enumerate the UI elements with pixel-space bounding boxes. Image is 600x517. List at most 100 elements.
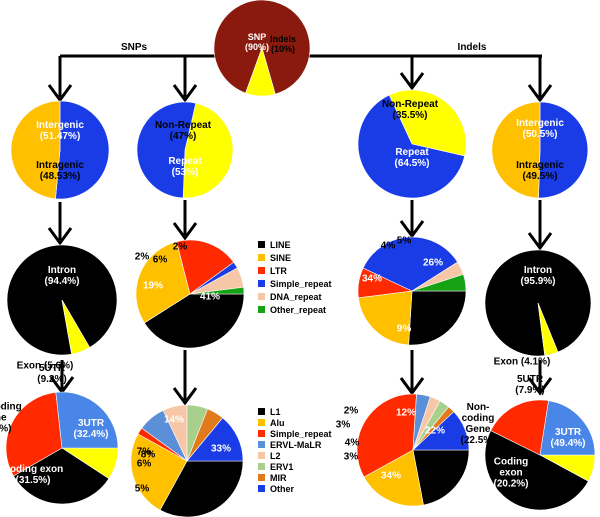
indel-exon-label-coding-exon: Coding exon (20.2%) <box>493 457 528 490</box>
snp-exon-label-3utr: 3UTR (32.4%) <box>73 418 108 440</box>
indel-intron-label-intron: Intron (95.9%) <box>520 265 555 287</box>
legend-repeat-class: LINE SINE LTR Simple_repeat DNA_repeat Other_… <box>258 240 332 315</box>
indel-exon-slice-non-coding-gene <box>539 400 596 456</box>
snp-repeat-slice-non-repeat <box>182 102 234 199</box>
top-slice-indels <box>245 47 276 97</box>
indel-repeat-family-label-erv1: 3% <box>336 420 351 431</box>
snp-repeat-family-label-erv1: 6% <box>137 459 152 470</box>
indel-repeat-class-label-ltr: 9% <box>397 324 412 335</box>
legend-repeat-class-swatch-other-repeat <box>258 306 265 313</box>
indel-exon-label-5utr: 5UTR (7.9%) <box>515 374 544 396</box>
indel-exon-slice-3utr <box>484 430 589 511</box>
snp-repeat-label-repeat: Repeat (53%) <box>168 156 202 178</box>
indel-repeat-family-label-other: 12% <box>396 408 416 419</box>
snp-exon-slice-coding-exon <box>5 392 63 477</box>
arrow <box>47 202 73 246</box>
snp-repeat-class-slice-ltr <box>176 239 235 295</box>
pie-indel-repeat-family: 22% 20% 34% 4% 3% 3% 2% 12% <box>336 393 470 507</box>
snp-repeat-class-label-other-repeat: 2% <box>173 242 188 253</box>
snp-intron-slice-exon <box>61 299 91 355</box>
legend-repeat-family-swatch-l2 <box>258 452 265 459</box>
arrow <box>172 350 198 406</box>
snp-repeat-label-non-repeat: Non-Repeat (47%) <box>155 120 212 142</box>
legend-repeat-family-swatch-alu <box>258 419 265 426</box>
pie-indel-exon: 5UTR (7.9%) 3UTR (49.4%) Coding exon (20.2%) No… <box>460 374 596 511</box>
snp-repeat-class-slice-sine <box>135 241 191 324</box>
arrow <box>527 56 553 103</box>
snp-repeat-family-label-l1: 33% <box>211 444 231 455</box>
snp-exon-label-5utr: 5UTR (9.2%) <box>37 363 66 385</box>
pie-indel-repeat: Non-Repeat (35.5%) Repeat (64.5%) <box>357 89 467 199</box>
legend-repeat-family-label-mir: MIR <box>270 473 287 483</box>
indel-location-label-intergenic: Intergenic (50.5%) <box>516 118 564 140</box>
snp-repeat-family-slice-alu <box>130 433 188 511</box>
indel-repeat-family-label-mir: 2% <box>344 406 359 417</box>
pie-indel-repeat-class: 26% 22% 9% 34% 4% 5% <box>357 236 467 346</box>
indel-location-label-intragenic: Intragenic (49.5%) <box>516 160 564 182</box>
pie-snp-repeat: Non-Repeat (47%) Repeat (53%) <box>136 101 234 199</box>
snp-repeat-class-slice-other-repeat <box>189 286 245 295</box>
legend-repeat-class-swatch-sine <box>258 254 265 261</box>
arrow <box>399 56 425 91</box>
legend-repeat-family: L1AluSimple_repeatERVL-MaLRL2ERV1MIROthe… <box>258 407 332 494</box>
arrow <box>172 56 198 103</box>
pie-snp-intron: Intron (94.4%) Exon (5.6%) <box>6 244 118 372</box>
indel-repeat-family-slice-l1 <box>412 449 470 506</box>
snp-exon-slice-3utr <box>13 447 110 505</box>
snp-intron-label-exon: Exon (5.6%) <box>17 361 74 372</box>
indel-intron-slice-exon <box>537 302 559 356</box>
legend-repeat-family-label-l2: L2 <box>270 451 281 461</box>
snp-repeat-class-label-line: 41% <box>200 292 220 303</box>
legend-repeat-family-swatch-ervl-malr <box>258 441 265 448</box>
legend-repeat-family-label-alu: Alu <box>270 418 285 428</box>
legend-repeat-family-label-simple-repeat: Simple_repeat <box>270 429 332 439</box>
legend-repeat-family-swatch-mir <box>258 474 265 481</box>
indel-repeat-class-label-line: 26% <box>423 258 443 269</box>
legend-repeat-family-label-l1: L1 <box>270 407 281 417</box>
indel-repeat-family-label-l2: 3% <box>344 452 359 463</box>
legend-repeat-family-swatch-simple-repeat <box>258 430 265 437</box>
indel-repeat-class-label-dna-repeat: 4% <box>381 241 396 252</box>
indel-exon-label-non-coding-gene: Non-coding Gene (22.5%) <box>460 402 495 446</box>
indel-repeat-class-slice-simple-repeat <box>362 236 459 292</box>
snp-location-slice-intragenic <box>10 100 61 200</box>
snp-repeat-family-label-other: 14% <box>164 415 184 426</box>
legend-repeat-family-label-erv1: ERV1 <box>270 462 293 472</box>
snp-intron-label-intron: Intron (94.4%) <box>44 265 79 287</box>
legends: LINE SINE LTR Simple_repeat DNA_repeat Other_… <box>258 240 332 494</box>
indel-exon-label-3utr: 3UTR (49.4%) <box>550 427 585 449</box>
indel-repeat-class-slice-sine <box>358 290 413 346</box>
snp-location-slice-intergenic <box>55 100 110 200</box>
legend-repeat-class-label-sine: SINE <box>270 253 291 263</box>
pie-snp-location: Intergenic (51.47%) Intragenic (48.53%) <box>10 100 110 200</box>
pie-snp-repeat-family: 33%25%2%8%7%6%5%14% <box>130 404 244 517</box>
snp-repeat-class-label-dna-repeat: 6% <box>153 255 168 266</box>
indel-repeat-class-slice-line <box>408 290 467 346</box>
indel-exon-slice-coding-exon <box>490 399 549 456</box>
indel-repeat-class-slice-other-repeat <box>411 273 467 292</box>
indel-repeat-family-label-ervl-malr: 4% <box>345 438 360 449</box>
legend-repeat-family-label-other: Other <box>270 484 295 494</box>
legend-repeat-class-label-simple-repeat: Simple_repeat <box>270 279 332 289</box>
snp-repeat-family-slice-other <box>186 417 244 462</box>
legend-repeat-family-swatch-erv1 <box>258 463 265 470</box>
arrow <box>527 360 553 396</box>
arrow <box>172 200 198 241</box>
legend-repeat-family-swatch-other <box>258 485 265 492</box>
snp-location-label-intragenic: Intragenic (48.53%) <box>36 160 84 182</box>
pie-snp-repeat-class: 41%30%19%2% 6%2% <box>135 239 245 349</box>
arrow <box>527 200 553 251</box>
legend-repeat-class-label-dna-repeat: DNA_repeat <box>270 292 322 302</box>
snps-section-label: SNPs <box>121 42 148 53</box>
legend-repeat-class-swatch-dna-repeat <box>258 293 265 300</box>
legend-repeat-family-swatch-l1 <box>258 408 265 415</box>
snp-repeat-family-label-ervl-malr: 8% <box>141 450 156 461</box>
pie-indel-location: Intergenic (50.5%) Intragenic (49.5%) <box>491 101 589 199</box>
pie-top: SNP (90%)Indels (10%) <box>213 0 311 97</box>
legend-repeat-class-swatch-line <box>258 241 265 248</box>
snp-repeat-class-label-ltr: 19% <box>143 281 163 292</box>
arrow <box>399 200 425 239</box>
indel-location-slice-intergenic <box>538 101 589 199</box>
